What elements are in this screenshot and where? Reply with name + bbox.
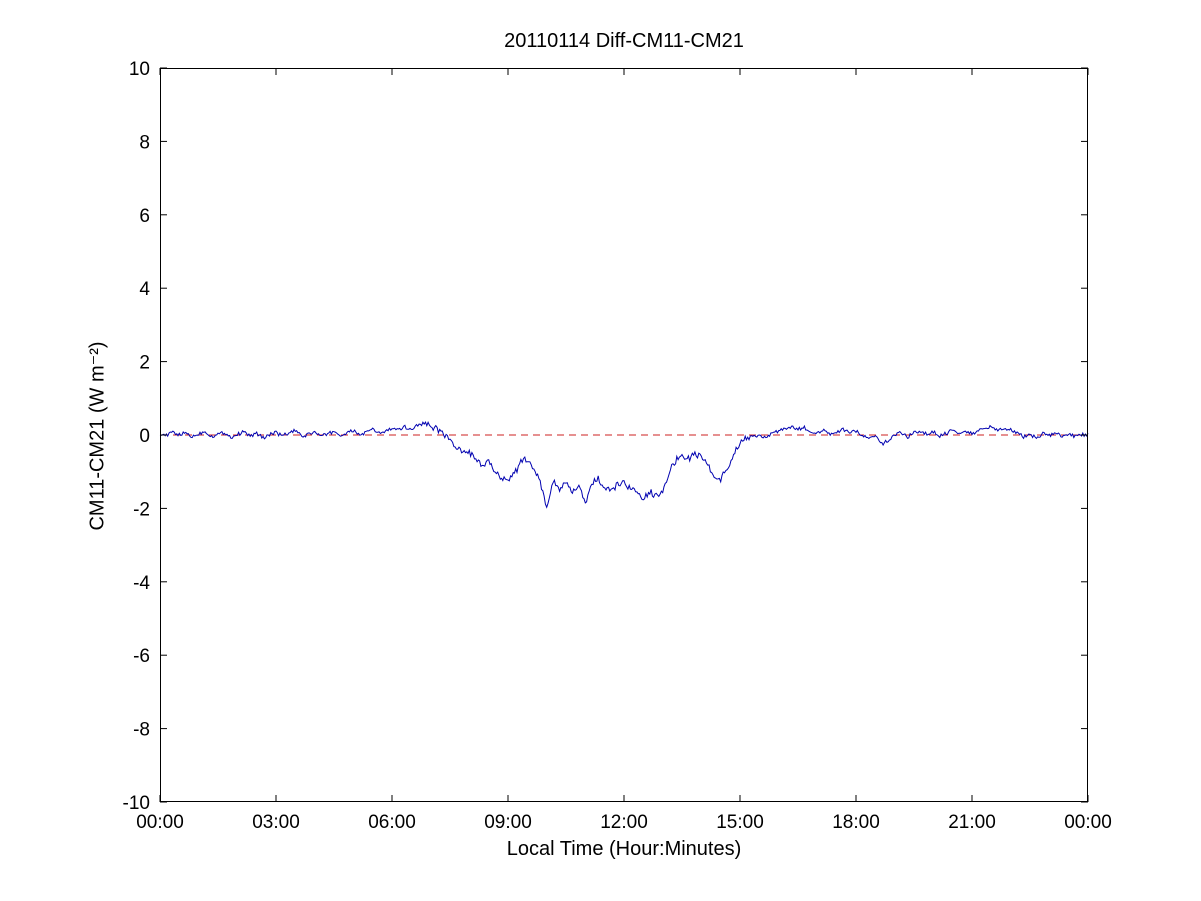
x-tick-label: 03:00 <box>252 812 300 833</box>
y-tick-label: 6 <box>139 206 150 227</box>
y-tick-label: -4 <box>133 573 150 594</box>
x-axis-label: Local Time (Hour:Minutes) <box>506 838 742 860</box>
x-tick-label: 21:00 <box>948 812 996 833</box>
y-tick-label: -10 <box>123 793 150 814</box>
x-tick-label: 06:00 <box>368 812 416 833</box>
x-tick-label: 18:00 <box>832 812 880 833</box>
x-tick-label: 15:00 <box>716 812 764 833</box>
x-tick-label: 00:00 <box>1064 812 1112 833</box>
data-line-cm11-cm21 <box>159 420 1089 509</box>
y-tick-label: 10 <box>129 59 150 80</box>
x-tick-label: 12:00 <box>600 812 648 833</box>
y-tick-label: -2 <box>133 499 150 520</box>
x-tick-label: 00:00 <box>136 812 184 833</box>
y-tick-label: 0 <box>139 426 150 447</box>
y-tick-label: 4 <box>139 279 150 300</box>
x-tick-label: 09:00 <box>484 812 532 833</box>
y-tick-label: 8 <box>139 132 150 153</box>
y-tick-label: -8 <box>133 720 150 741</box>
chart-title: 20110114 Diff-CM11-CM21 <box>504 30 744 52</box>
y-tick-label: -6 <box>133 646 150 667</box>
y-tick-label: 2 <box>139 353 150 374</box>
